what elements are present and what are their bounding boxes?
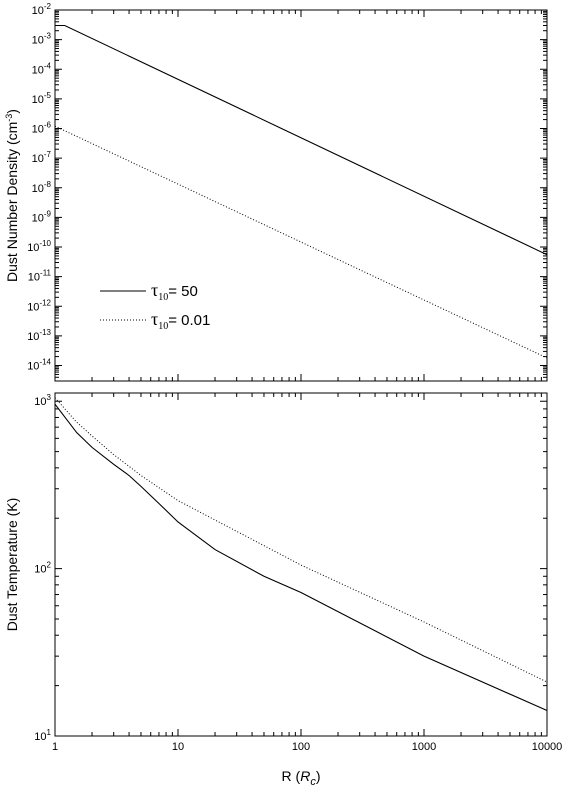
x-tick-label: 1000 <box>412 741 436 753</box>
density-y-tick-label: 10-8 <box>32 180 52 195</box>
density-panel: 10-2 10-3 10-4 10-5 10-6 10-7 10-8 10-9 10-10 10-… <box>4 2 548 382</box>
density-y-tick-label: 10-6 <box>32 121 52 136</box>
density-plot-frame <box>54 9 548 382</box>
density-series-dotted-line <box>54 125 548 359</box>
x-tick-label: 1 <box>52 741 58 753</box>
density-y-tick-label: 10-7 <box>32 150 52 165</box>
temperature-y-axis-title: Dust Temperature (K) <box>4 498 20 632</box>
temperature-y-tick-label: 103 <box>34 393 51 408</box>
density-y-tick-label: 10-12 <box>27 298 51 313</box>
temperature-series-dotted-line <box>54 397 548 683</box>
density-y-tick-label: 10-11 <box>28 269 52 284</box>
density-y-tick-label: 10-5 <box>32 91 52 106</box>
temperature-plot-frame <box>54 392 548 737</box>
density-y-tick-label: 10-13 <box>27 328 51 343</box>
density-y-tick-label: 10-4 <box>32 61 52 76</box>
density-y-axis-title: Dust Number Density (cm-3) <box>4 109 20 282</box>
density-y-tick-label: 10-10 <box>27 239 51 254</box>
x-tick-label: 10000 <box>532 741 563 753</box>
density-series-solid-line <box>55 24 548 256</box>
x-tick-label: 100 <box>292 741 310 753</box>
density-y-tick-label: 10-14 <box>27 358 51 373</box>
density-y-tick-label: 10-2 <box>32 2 52 17</box>
temperature-series-solid-line <box>54 403 548 712</box>
temperature-y-tick-label: 101 <box>34 728 51 743</box>
x-tick-label: 10 <box>172 741 184 753</box>
temperature-y-tick-label: 102 <box>34 561 51 576</box>
legend-dotted-label: τ10= 0.01 <box>151 309 210 332</box>
legend-solid-label: τ10= 50 <box>151 280 198 303</box>
x-axis-title: R (Rc) <box>282 768 321 788</box>
density-y-tick-label: 10-9 <box>32 209 52 224</box>
density-y-tick-label: 10-3 <box>32 32 52 47</box>
